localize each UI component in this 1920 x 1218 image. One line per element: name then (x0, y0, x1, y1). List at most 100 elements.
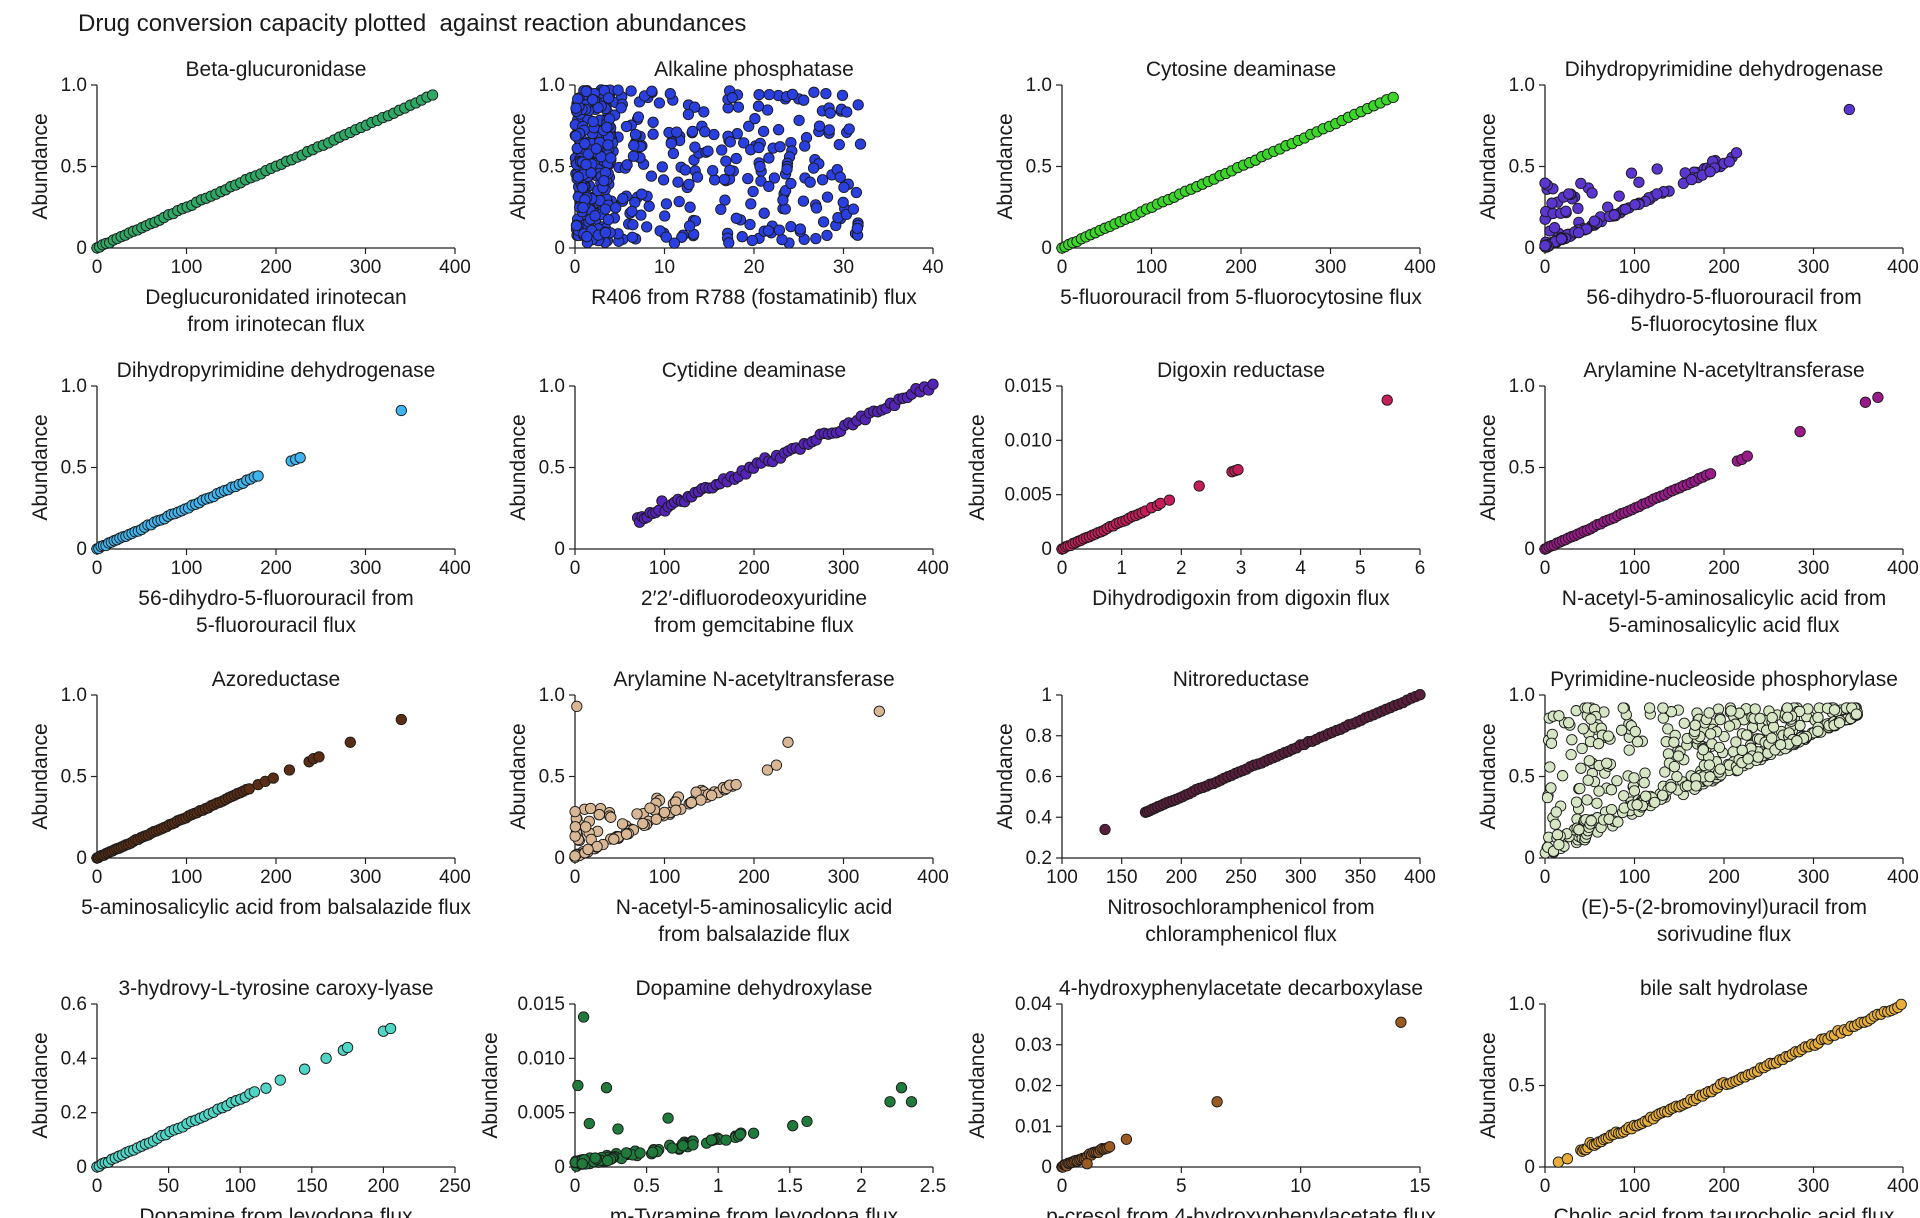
data-point (600, 1082, 613, 1094)
data-point (294, 452, 306, 464)
data-point (599, 203, 611, 215)
data-point (1605, 803, 1618, 816)
data-point (1623, 744, 1635, 756)
data-point (837, 196, 849, 209)
data-point (730, 212, 742, 224)
data-point (646, 85, 658, 97)
x-axis-label: p-cresol from 4-hydroxyphenylacetate flu… (1046, 1205, 1436, 1218)
data-point (1713, 741, 1726, 754)
data-point (1381, 394, 1393, 406)
data-point (1544, 761, 1556, 773)
data-point (810, 202, 823, 214)
data-point (785, 177, 797, 190)
y-tick-label: 0.5 (61, 458, 87, 479)
data-point (723, 237, 735, 249)
x-tick-label: 100 (1619, 1176, 1651, 1197)
x-tick-label: 300 (1798, 867, 1830, 888)
data-point (1608, 209, 1620, 221)
data-point (1668, 760, 1681, 773)
data-point (592, 102, 604, 114)
data-point (1539, 177, 1551, 189)
data-point (248, 1086, 261, 1098)
x-tick-label: 250 (1225, 867, 1257, 888)
y-tick-label: 1.0 (539, 376, 565, 397)
data-point (637, 817, 649, 830)
x-tick-label: 0 (92, 1176, 103, 1197)
chart-panel-12: Pyrimidine-nucleoside phosphorylase 0 100 2… (1477, 668, 1919, 946)
data-point (572, 1079, 584, 1092)
data-point (243, 783, 255, 795)
y-tick-label: 1.0 (1509, 994, 1535, 1015)
data-point (1574, 782, 1586, 795)
y-tick-label: 1.0 (1509, 75, 1535, 96)
y-tick-label: 0.5 (1509, 1076, 1535, 1097)
data-point (659, 210, 671, 222)
data-point (620, 828, 633, 840)
x-tick-label: 2 (1176, 558, 1187, 579)
data-point (658, 806, 671, 819)
data-point (683, 178, 695, 191)
panel-title: Dopamine dehydroxylase (636, 977, 873, 1000)
data-point (1120, 1133, 1133, 1145)
y-axis-label: Abundance (1477, 113, 1500, 219)
data-point (841, 106, 853, 118)
data-point (577, 201, 589, 214)
data-point (589, 210, 601, 222)
data-point (601, 121, 613, 133)
data-point (1730, 147, 1743, 159)
x-tick-label: 200 (1225, 257, 1257, 278)
data-point (708, 174, 721, 186)
y-tick-label: 0 (1524, 539, 1535, 560)
data-point (1555, 233, 1568, 245)
data-point (656, 161, 668, 173)
data-point (1704, 468, 1717, 480)
data-point (744, 218, 756, 231)
data-point (645, 170, 658, 182)
data-point (1602, 730, 1614, 742)
data-point (1662, 748, 1675, 760)
data-point (580, 158, 592, 171)
y-tick-label: 1.0 (1026, 75, 1052, 96)
data-point (1714, 763, 1726, 775)
x-tick-label: 6 (1415, 558, 1426, 579)
data-point (283, 764, 296, 776)
data-point (580, 85, 592, 98)
data-point (747, 185, 759, 198)
data-point (426, 89, 439, 101)
data-point (583, 1117, 595, 1130)
chart-panel-8: Arylamine N-acetyltransferase 0 100 200 300 4… (1477, 359, 1919, 637)
x-tick-label: 0 (1540, 257, 1551, 278)
data-point (668, 237, 681, 249)
y-axis-label: Abundance (994, 113, 1017, 219)
data-point (718, 173, 731, 186)
data-point (1563, 188, 1575, 200)
data-point (644, 802, 656, 814)
data-point (1631, 736, 1644, 748)
data-point (777, 194, 789, 206)
x-tick-label: 100 (171, 558, 203, 579)
data-point (1651, 163, 1663, 175)
data-point (1704, 771, 1716, 783)
data-point (801, 1115, 813, 1128)
data-point (1618, 790, 1630, 802)
x-tick-label: 300 (350, 558, 382, 579)
x-tick-label: 300 (350, 257, 382, 278)
x-tick-label: 200 (738, 867, 770, 888)
data-point (1872, 391, 1884, 404)
data-point (1714, 713, 1726, 726)
data-point (602, 213, 615, 226)
y-tick-label: 0.4 (61, 1048, 88, 1069)
data-point (1617, 702, 1629, 714)
data-point (1582, 774, 1594, 786)
data-point (1583, 755, 1595, 767)
data-point (753, 88, 765, 101)
data-point (804, 176, 816, 188)
data-point (1395, 1016, 1407, 1028)
data-point (793, 114, 805, 127)
x-tick-label: 400 (1887, 867, 1919, 888)
data-point (698, 106, 710, 118)
data-point (608, 833, 620, 845)
data-point (1577, 723, 1589, 735)
data-point (1766, 732, 1778, 744)
y-axis-label: Abundance (29, 113, 52, 219)
